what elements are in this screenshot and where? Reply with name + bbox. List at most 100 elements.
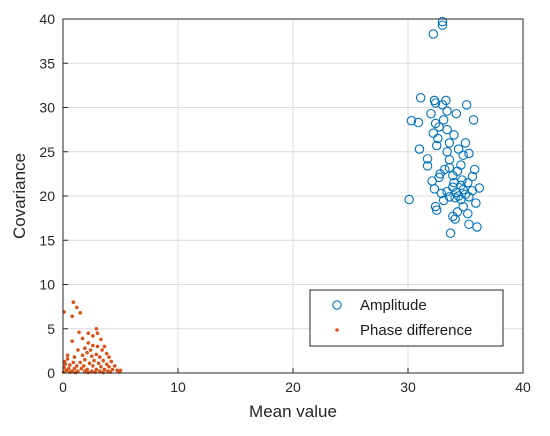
phase-difference-point xyxy=(98,369,102,374)
amplitude-point xyxy=(451,108,462,119)
y-tick-label: 35 xyxy=(39,55,55,71)
series-phase-difference xyxy=(61,300,123,375)
amplitude-point xyxy=(467,171,478,182)
amplitude-point xyxy=(445,228,456,238)
y-tick-label: 10 xyxy=(39,277,55,293)
phase-difference-point xyxy=(76,348,80,352)
y-tick-label: 15 xyxy=(39,232,55,248)
x-tick-label: 10 xyxy=(170,379,186,395)
phase-difference-point xyxy=(91,334,95,338)
amplitude-point xyxy=(442,186,452,197)
y-tick-label: 30 xyxy=(39,100,55,116)
phase-difference-point xyxy=(109,359,114,364)
phase-difference-point xyxy=(79,366,84,371)
amplitude-point xyxy=(422,154,433,164)
phase-difference-point xyxy=(112,364,117,368)
amplitude-point xyxy=(442,106,452,116)
phase-difference-point xyxy=(64,368,69,373)
amplitude-point xyxy=(463,177,473,188)
amplitude-point xyxy=(438,195,449,206)
phase-difference-point xyxy=(72,355,77,359)
amplitude-point xyxy=(450,214,460,224)
amplitude-point xyxy=(468,115,479,125)
legend: Amplitude Phase difference xyxy=(309,289,504,347)
phase-difference-point xyxy=(85,350,89,355)
amplitude-point xyxy=(453,144,464,154)
phase-difference-point xyxy=(104,351,109,356)
phase-difference-point xyxy=(89,354,94,358)
phase-difference-point xyxy=(102,344,107,349)
phase-difference-point xyxy=(95,344,100,349)
amplitude-point xyxy=(430,98,441,108)
amplitude-point xyxy=(406,116,417,126)
phase-difference-point xyxy=(83,346,87,351)
phase-difference-point xyxy=(88,348,93,352)
phase-difference-point xyxy=(102,367,107,372)
y-tick-label: 25 xyxy=(39,144,55,160)
phase-difference-point xyxy=(89,369,94,374)
amplitude-point xyxy=(437,16,448,27)
phase-difference-point xyxy=(65,353,70,358)
y-tick-label: 5 xyxy=(47,321,55,337)
phase-difference-point xyxy=(91,343,95,348)
amplitude-point xyxy=(436,188,447,199)
phase-difference-point xyxy=(107,365,111,369)
phase-difference-point xyxy=(80,353,85,358)
amplitude-point xyxy=(431,140,442,151)
phase-difference-point xyxy=(99,365,103,369)
phase-difference-point xyxy=(72,366,77,371)
amplitude-point xyxy=(463,208,473,219)
phase-difference-point xyxy=(83,369,87,374)
amplitude-point xyxy=(450,193,460,203)
amplitude-point xyxy=(414,144,425,154)
phase-difference-point xyxy=(101,358,106,363)
phase-difference-point xyxy=(104,362,109,366)
phase-difference-point xyxy=(87,361,92,366)
amplitude-point xyxy=(404,194,414,205)
phase-difference-point xyxy=(86,331,91,335)
phase-difference-point xyxy=(86,341,91,345)
phase-difference-point xyxy=(110,367,115,372)
phase-difference-point xyxy=(100,348,104,352)
legend-label: Phase difference xyxy=(360,322,472,339)
x-axis-label: Mean value xyxy=(249,402,337,421)
amplitude-point xyxy=(448,170,458,181)
amplitude-point xyxy=(471,198,481,208)
phase-difference-point xyxy=(118,368,123,373)
series-layer xyxy=(61,16,485,375)
phase-difference-point xyxy=(98,355,102,359)
amplitude-point xyxy=(437,100,448,110)
amplitude-point xyxy=(469,164,480,175)
legend-box xyxy=(309,289,504,347)
amplitude-point xyxy=(449,177,459,188)
amplitude-point xyxy=(464,148,474,159)
amplitude-point xyxy=(422,161,433,171)
y-tick-label: 20 xyxy=(39,188,55,204)
phase-difference-point xyxy=(83,357,87,362)
phase-difference-point xyxy=(91,364,95,368)
y-tick-label: 40 xyxy=(39,11,55,27)
phase-difference-point xyxy=(107,355,111,359)
phase-difference-point xyxy=(75,305,79,310)
amplitude-point xyxy=(415,93,426,103)
x-tick-label: 30 xyxy=(400,379,416,395)
amplitude-point xyxy=(461,100,472,110)
legend-marker-amplitude xyxy=(332,300,342,310)
amplitude-point xyxy=(448,211,458,222)
phase-difference-point xyxy=(94,326,99,331)
amplitude-point xyxy=(444,162,455,173)
phase-difference-point xyxy=(71,300,76,305)
phase-difference-point xyxy=(70,339,74,343)
amplitude-point xyxy=(426,108,436,119)
phase-difference-point xyxy=(96,361,101,366)
amplitude-point xyxy=(444,138,455,148)
amplitude-point xyxy=(413,117,424,128)
amplitude-point xyxy=(458,201,468,212)
y-axis-label: Covariance xyxy=(10,153,29,239)
phase-difference-point xyxy=(95,331,100,335)
phase-difference-point xyxy=(62,359,67,364)
phase-difference-point xyxy=(81,364,86,368)
amplitude-point xyxy=(458,150,468,161)
phase-difference-point xyxy=(94,352,99,357)
amplitude-point xyxy=(428,29,439,39)
